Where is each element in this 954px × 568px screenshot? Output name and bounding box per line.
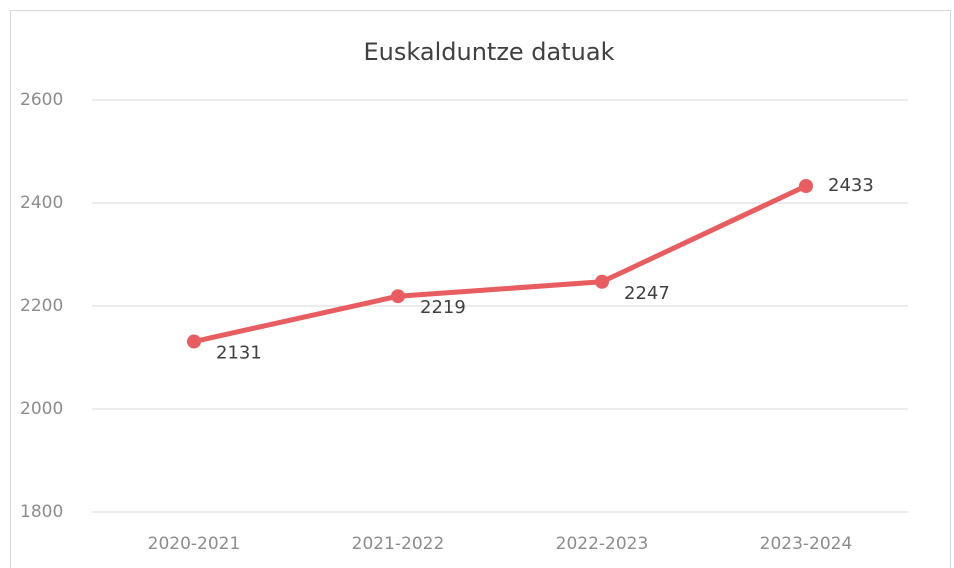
y-tick-label: 2600 bbox=[20, 90, 63, 110]
marker bbox=[391, 289, 405, 304]
data-label: 2131 bbox=[216, 343, 262, 364]
y-tick-label: 2400 bbox=[20, 193, 63, 213]
data-label: 2219 bbox=[420, 297, 466, 318]
marker bbox=[799, 179, 813, 194]
chart-title: Euskalduntze datuak bbox=[364, 38, 615, 66]
marker bbox=[187, 334, 201, 349]
x-tick-label: 2022-2023 bbox=[556, 534, 649, 554]
y-tick-label: 2200 bbox=[20, 296, 63, 316]
marker bbox=[595, 274, 609, 289]
x-tick-label: 2023-2024 bbox=[760, 534, 853, 554]
y-tick-label: 1800 bbox=[20, 502, 63, 522]
line bbox=[191, 183, 809, 345]
data-label: 2433 bbox=[828, 175, 874, 196]
y-tick-label: 2000 bbox=[20, 399, 63, 419]
data-label: 2247 bbox=[624, 283, 670, 304]
chart-frame bbox=[10, 10, 951, 568]
x-tick-label: 2020-2021 bbox=[148, 534, 241, 554]
x-tick-label: 2021-2022 bbox=[352, 534, 445, 554]
